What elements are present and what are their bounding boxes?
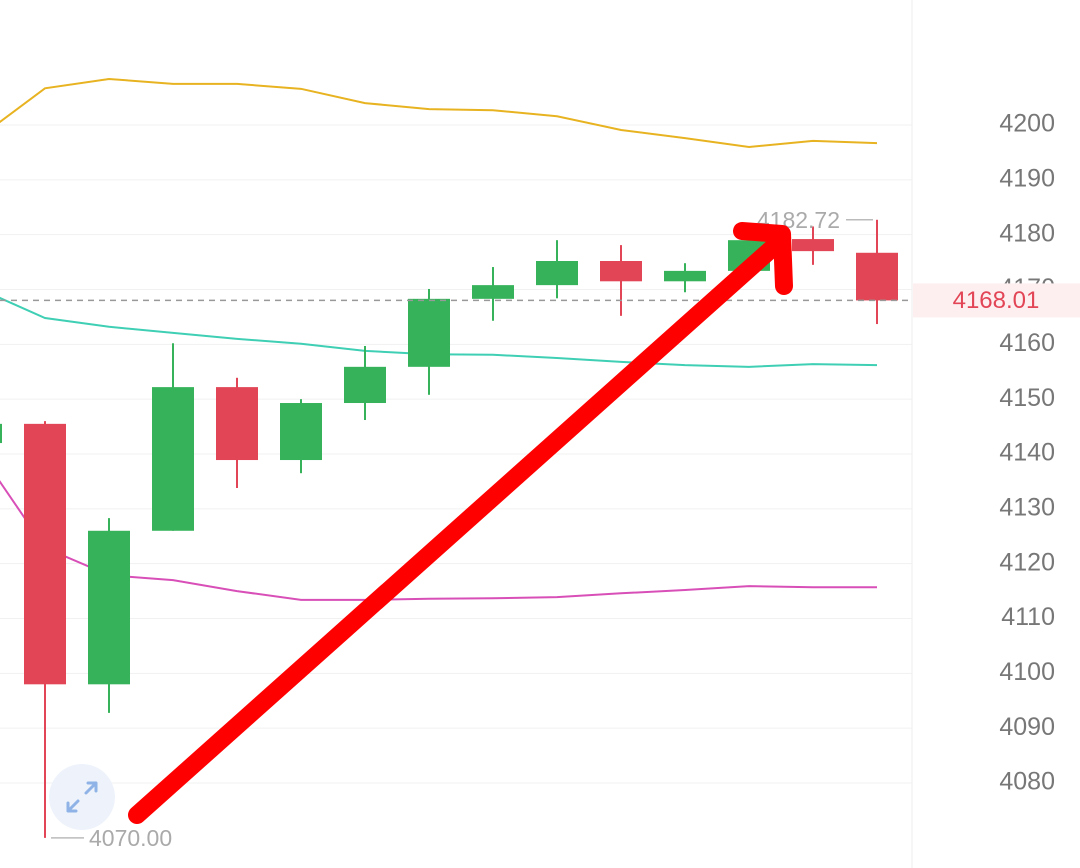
candle-body xyxy=(600,261,642,282)
last-price-box xyxy=(913,283,1080,318)
candle-body xyxy=(856,252,898,301)
candle-body xyxy=(24,423,66,685)
y-tick-label: 4160 xyxy=(999,329,1055,357)
y-tick-label: 4110 xyxy=(1001,603,1055,631)
candle-body xyxy=(344,366,386,404)
candle-body xyxy=(88,530,130,685)
y-tick-label: 4080 xyxy=(999,768,1055,796)
moving-average-line xyxy=(0,480,877,601)
expand-bg xyxy=(49,764,115,830)
candle-body xyxy=(0,423,2,444)
overlay: 4080409041004110412041304140415041604170… xyxy=(51,110,1080,851)
y-tick-label: 4130 xyxy=(999,493,1055,521)
y-tick-label: 4150 xyxy=(999,384,1055,412)
candle-body xyxy=(664,270,706,282)
candle-body xyxy=(216,387,258,461)
expand-button[interactable] xyxy=(49,764,115,830)
y-tick-label: 4100 xyxy=(999,658,1055,686)
candle-body xyxy=(536,261,578,286)
y-tick-label: 4090 xyxy=(999,713,1055,741)
candle-body xyxy=(472,285,514,299)
candle-body xyxy=(408,298,450,367)
y-tick-label: 4120 xyxy=(999,548,1055,576)
moving-average-line xyxy=(0,77,878,148)
y-tick-label: 4190 xyxy=(999,164,1055,192)
arrow-head xyxy=(733,222,793,295)
y-tick-label: 4180 xyxy=(999,219,1055,247)
y-tick-label: 4200 xyxy=(999,110,1055,138)
candle-body xyxy=(280,403,322,461)
last-price-label: 4168.01 xyxy=(953,287,1040,314)
plot-area xyxy=(0,77,912,838)
min-label: 4070.00 xyxy=(89,825,172,851)
arrow-shaft xyxy=(128,234,787,824)
candle-body xyxy=(792,239,834,252)
candle-body xyxy=(152,387,194,531)
expand-icon xyxy=(66,781,98,813)
trend-arrow xyxy=(128,222,793,824)
y-tick-label: 4140 xyxy=(999,439,1055,467)
